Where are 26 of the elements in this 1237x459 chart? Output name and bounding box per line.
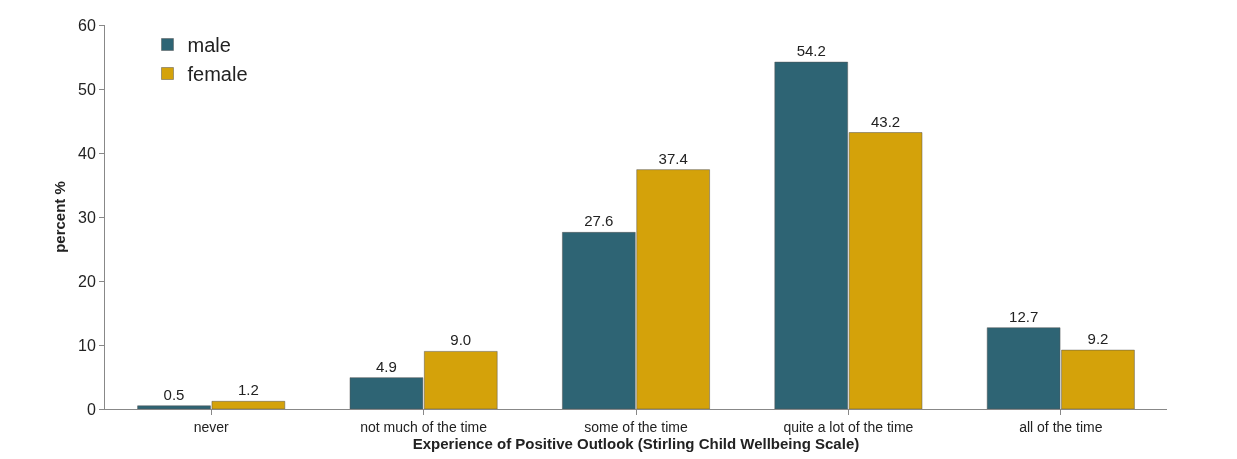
y-tick-label: 60 [78,16,96,34]
data-label: 54.2 [796,42,826,60]
y-tick-label: 40 [78,144,96,162]
data-label: 27.6 [584,212,614,230]
legend-label: male [187,34,231,57]
y-tick-label: 50 [78,80,96,98]
x-tick-label: quite a lot of the time [783,418,914,435]
y-tick-label: 30 [78,208,96,226]
data-label: 1.2 [237,381,259,399]
legend-label: female [187,63,248,86]
data-label: 4.9 [376,357,397,375]
y-tick-label: 0 [86,400,96,418]
y-axis-title: percent % [51,181,68,253]
data-label: 43.2 [870,112,901,130]
data-label: 9.2 [1087,330,1109,348]
x-axis-title: Experience of Positive Outlook (Stirling Child Wellbeing Scale) [412,434,860,452]
x-tick-label: never [193,418,230,435]
data-label: 12.7 [1009,307,1039,325]
data-label: 37.4 [658,149,688,167]
y-tick-label: 10 [78,336,96,354]
x-tick-label: all of the time [1019,418,1103,435]
y-tick-label: 20 [78,272,96,290]
data-label: 0.5 [163,385,185,403]
x-tick-label: some of the time [584,418,688,435]
data-label: 9.0 [450,331,472,349]
x-tick-label: not much of the time [360,418,488,435]
